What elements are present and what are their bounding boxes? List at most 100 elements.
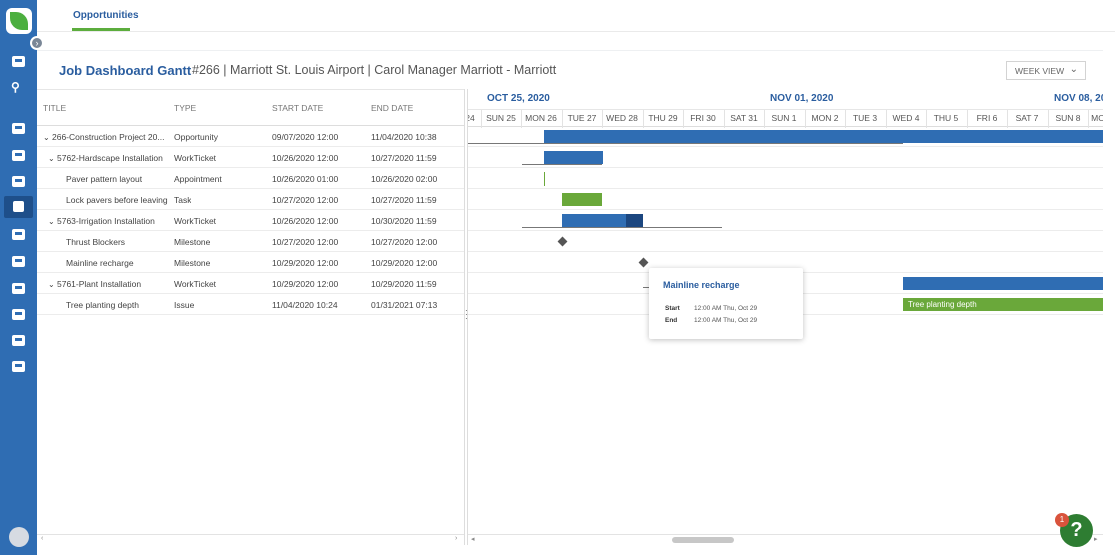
scroll-left-icon[interactable]: ◂ [471, 536, 475, 543]
day-header: THU 5 [933, 113, 959, 123]
properties-icon[interactable] [12, 176, 25, 187]
row-start-date: 10/29/2020 12:00 [272, 279, 339, 289]
home-icon[interactable] [12, 56, 25, 67]
job-subtitle: #266 | Marriott St. Louis Airport | Caro… [192, 63, 557, 77]
tooltip-title: Mainline recharge [663, 280, 740, 290]
opportunities-icon[interactable] [4, 196, 33, 218]
row-end-date: 10/27/2020 11:59 [371, 153, 437, 163]
drag-handle-icon[interactable]: · · · [465, 306, 468, 323]
table-row[interactable]: ⌄ 5762-Hardscape Installation WorkTicket … [37, 147, 464, 168]
table-row[interactable]: Tree planting depth Issue 11/04/2020 10:… [37, 294, 464, 315]
row-end-date: 10/27/2020 11:59 [371, 195, 437, 205]
day-header: MON 2 [811, 113, 839, 123]
view-select[interactable]: WEEK VIEW ⌄ [1006, 61, 1086, 80]
column-header-end-date[interactable]: END DATE [371, 103, 414, 113]
row-start-date: 09/07/2020 12:00 [272, 132, 339, 142]
milestone-diamond[interactable] [557, 236, 568, 247]
chevron-down-icon[interactable]: ⌄ [48, 280, 55, 289]
scrollbar-thumb[interactable] [672, 537, 734, 543]
table-row[interactable]: ⌄ 5761-Plant Installation WorkTicket 10/2… [37, 273, 464, 294]
table-row[interactable]: Thrust Blockers Milestone 10/27/2020 12:… [37, 231, 464, 252]
row-end-date: 10/26/2020 02:00 [371, 174, 438, 184]
user-avatar[interactable] [9, 527, 29, 547]
day-header: SUN 25 [486, 113, 516, 123]
chevron-down-icon[interactable]: ⌄ [48, 217, 55, 226]
table-row[interactable]: ⌄ 5763-Irrigation Installation WorkTicket… [37, 210, 464, 231]
row-type: WorkTicket [174, 216, 217, 226]
gantt-bar[interactable] [562, 214, 626, 227]
row-type: WorkTicket [174, 153, 217, 163]
table-row[interactable]: ⌄ 266-Construction Project 20... Opportun… [37, 126, 464, 147]
tooltip-start-value: 12:00 AM Thu, Oct 29 [694, 305, 758, 312]
row-start-date: 10/26/2020 01:00 [272, 174, 339, 184]
app-logo[interactable] [6, 8, 32, 34]
table-row[interactable]: Paver pattern layout Appointment 10/26/2… [37, 168, 464, 189]
inventory-icon[interactable] [12, 335, 25, 346]
milestone-diamond[interactable] [638, 257, 649, 268]
row-type: Task [174, 195, 192, 205]
column-header-type[interactable]: TYPE [174, 103, 197, 113]
row-end-date: 10/30/2020 11:59 [371, 216, 437, 226]
tab-bar: Opportunities [37, 0, 1115, 32]
row-title: Paver pattern layout [66, 174, 143, 184]
gantt-bar[interactable] [544, 130, 1103, 143]
view-select-value: WEEK VIEW [1015, 66, 1065, 76]
month-header: OCT 25, 2020 [487, 93, 550, 104]
row-title: 5761-Plant Installation [57, 279, 142, 289]
table-row[interactable]: Mainline recharge Milestone 10/29/2020 1… [37, 252, 464, 273]
row-type: Opportunity [174, 132, 218, 142]
row-type: WorkTicket [174, 279, 217, 289]
pane-splitter[interactable]: · · · [464, 89, 468, 545]
bar-label: Tree planting depth [908, 300, 977, 309]
timeline-row [468, 210, 1103, 231]
baseline [468, 143, 903, 144]
day-header: SUN 1 [771, 113, 797, 123]
gantt-bar[interactable] [903, 277, 1103, 290]
gantt-bar[interactable]: Tree planting depth [903, 298, 1103, 311]
search-icon[interactable]: ⚲ [11, 80, 20, 94]
column-header-start-date[interactable]: START DATE [272, 103, 324, 113]
row-start-date: 10/26/2020 12:00 [272, 153, 339, 163]
day-header: MO [1091, 113, 1103, 123]
calendar-icon[interactable] [12, 123, 25, 134]
tab-opportunities[interactable]: Opportunities [73, 10, 139, 21]
chevron-down-icon[interactable]: ⌄ [43, 133, 50, 142]
scroll-right-icon[interactable]: ▸ [1094, 536, 1098, 543]
day-header: WED 28 [606, 113, 638, 123]
contacts-icon[interactable] [12, 150, 25, 161]
column-header-title[interactable]: TITLE [43, 103, 67, 113]
timeline-row [468, 231, 1103, 252]
day-header: SUN 8 [1055, 113, 1081, 123]
day-header: WED 4 [892, 113, 920, 123]
appointment-marker[interactable] [544, 172, 545, 186]
scroll-right-icon[interactable]: › [455, 535, 458, 542]
row-end-date: 10/29/2020 12:00 [371, 258, 438, 268]
clipboard-icon[interactable] [12, 256, 25, 267]
invoices-icon[interactable] [12, 309, 25, 320]
grid-horizontal-scrollbar[interactable]: ‹ › [37, 534, 464, 544]
row-end-date: 10/29/2020 11:59 [371, 279, 437, 289]
row-start-date: 10/29/2020 12:00 [272, 258, 339, 268]
leaf-logo-icon [10, 12, 28, 30]
task-tooltip: Mainline recharge Start 12:00 AM Thu, Oc… [649, 268, 803, 339]
equipment-icon[interactable] [12, 361, 25, 372]
reports-pie-icon[interactable] [12, 283, 25, 294]
timeline-row [468, 189, 1103, 210]
gantt-bar-progress[interactable] [626, 214, 643, 227]
gantt-bar[interactable] [544, 151, 603, 164]
gantt-bar[interactable] [562, 193, 602, 206]
collapse-nav-button[interactable]: › [30, 36, 44, 50]
jobs-icon[interactable] [12, 229, 25, 240]
row-end-date: 01/31/2021 07:13 [371, 300, 438, 310]
row-type: Milestone [174, 258, 211, 268]
table-row[interactable]: Lock pavers before leaving Task 10/27/20… [37, 189, 464, 210]
baseline [522, 227, 722, 228]
timeline-horizontal-scrollbar[interactable]: ◂ ▸ [468, 534, 1103, 544]
day-header-row: 24 SUN 25 MON 26 TUE 27 WED 28 THU 29 FR… [468, 109, 1103, 128]
row-type: Issue [174, 300, 195, 310]
chevron-down-icon[interactable]: ⌄ [48, 154, 55, 163]
scroll-left-icon[interactable]: ‹ [41, 535, 44, 542]
day-header: 24 [468, 113, 475, 123]
month-header: NOV 08, 20 [1054, 93, 1103, 104]
